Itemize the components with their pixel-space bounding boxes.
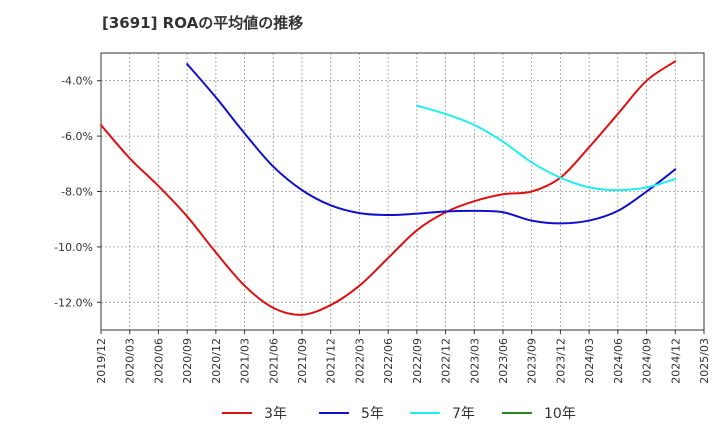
y-tick-label: -8.0%	[61, 186, 93, 199]
x-tick-label: 2023/09	[526, 338, 539, 384]
x-tick-label: 2023/12	[554, 338, 567, 384]
chart-title: [3691] ROAの平均値の推移	[102, 14, 304, 32]
x-tick-label: 2021/06	[267, 338, 280, 384]
legend-label: 5年	[361, 406, 384, 422]
x-tick-label: 2022/03	[353, 338, 366, 384]
legend-label: 7年	[452, 406, 475, 422]
x-tick-label: 2022/06	[382, 338, 395, 384]
x-tick-label: 2022/12	[440, 338, 453, 384]
x-tick-label: 2024/06	[612, 338, 625, 384]
x-axis-ticks: 2019/12 2020/03 2020/06 2020/09 2020/12 2021/…	[95, 330, 711, 384]
x-tick-label: 2021/12	[325, 338, 338, 384]
x-tick-label: 2020/09	[181, 338, 194, 384]
x-tick-label: 2024/03	[583, 338, 596, 384]
x-tick-label: 2021/03	[239, 338, 252, 384]
x-tick-label: 2019/12	[95, 338, 108, 384]
legend-label: 10年	[544, 406, 576, 422]
x-tick-label: 2024/12	[669, 338, 682, 384]
y-tick-label: -10.0%	[54, 241, 93, 254]
x-tick-label: 2020/12	[210, 338, 223, 384]
x-tick-label: 2023/03	[468, 338, 481, 384]
series-lines	[100, 60, 677, 316]
series-line	[100, 60, 677, 316]
x-tick-label: 2020/03	[124, 338, 137, 384]
y-axis-ticks: -4.0% -6.0% -8.0% -10.0% -12.0%	[54, 75, 101, 309]
x-tick-label: 2021/09	[296, 338, 309, 384]
y-tick-label: -4.0%	[61, 75, 93, 88]
legend: 3年 5年 7年 10年	[222, 406, 576, 422]
y-tick-label: -6.0%	[61, 130, 93, 143]
x-tick-label: 2023/06	[497, 338, 510, 384]
x-tick-label: 2025/03	[698, 338, 711, 384]
x-tick-label: 2020/06	[152, 338, 165, 384]
legend-label: 3年	[264, 406, 287, 422]
series-line	[186, 63, 677, 225]
x-tick-label: 2022/09	[411, 338, 424, 384]
series-line	[415, 104, 677, 192]
y-tick-label: -12.0%	[54, 296, 93, 309]
x-tick-label: 2024/09	[641, 338, 654, 384]
